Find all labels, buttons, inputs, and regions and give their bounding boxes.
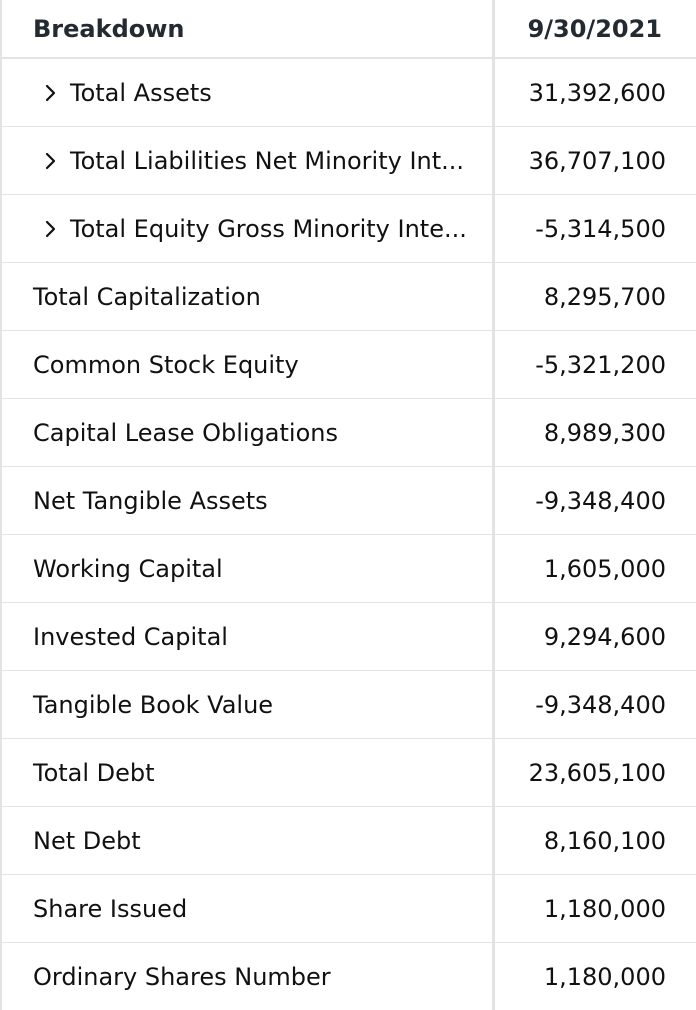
row-label: Invested Capital — [33, 622, 228, 651]
table-row: Net Tangible Assets -9,348,400 — [2, 467, 696, 535]
chevron-right-icon[interactable] — [42, 218, 60, 240]
row-value: -5,321,200 — [535, 350, 666, 379]
row-value: 1,605,000 — [543, 554, 666, 583]
row-value: -5,314,500 — [535, 214, 666, 243]
table-row: Common Stock Equity -5,321,200 — [2, 331, 696, 399]
row-label-cell: Total Equity Gross Minority Inte... — [2, 215, 490, 243]
row-value: 8,160,100 — [543, 826, 666, 855]
row-label: Net Tangible Assets — [33, 486, 268, 515]
row-label: Total Capitalization — [33, 282, 261, 311]
table-row-total-equity[interactable]: Total Equity Gross Minority Inte... -5,3… — [2, 195, 696, 263]
table-row-total-assets[interactable]: Total Assets 31,392,600 — [2, 59, 696, 127]
row-value: 31,392,600 — [528, 78, 666, 107]
row-value: 8,295,700 — [543, 282, 666, 311]
row-label: Share Issued — [33, 894, 188, 923]
column-divider — [492, 0, 495, 1010]
row-label-cell: Total Assets — [2, 79, 490, 107]
row-value: 23,605,100 — [528, 758, 666, 787]
table-row: Total Debt 23,605,100 — [2, 739, 696, 807]
row-label: Total Equity Gross Minority Inte... — [70, 214, 467, 243]
table-row: Net Debt 8,160,100 — [2, 807, 696, 875]
table-row: Share Issued 1,180,000 — [2, 875, 696, 943]
row-label: Capital Lease Obligations — [33, 418, 338, 447]
row-value: 8,989,300 — [543, 418, 666, 447]
row-label: Working Capital — [33, 554, 223, 583]
row-label-cell: Total Liabilities Net Minority Int... — [2, 147, 490, 175]
date-column-header: 9/30/2021 — [527, 14, 662, 43]
row-label: Net Debt — [33, 826, 141, 855]
row-value: 1,180,000 — [543, 962, 666, 991]
chevron-right-icon[interactable] — [42, 82, 60, 104]
row-label: Total Debt — [33, 758, 155, 787]
table-row: Tangible Book Value -9,348,400 — [2, 671, 696, 739]
row-label: Total Liabilities Net Minority Int... — [70, 146, 465, 175]
table-row-total-liabilities[interactable]: Total Liabilities Net Minority Int... 36… — [2, 127, 696, 195]
table-row: Capital Lease Obligations 8,989,300 — [2, 399, 696, 467]
table-row: Invested Capital 9,294,600 — [2, 603, 696, 671]
chevron-right-icon[interactable] — [42, 150, 60, 172]
row-value: 1,180,000 — [543, 894, 666, 923]
table-row: Working Capital 1,605,000 — [2, 535, 696, 603]
row-label: Common Stock Equity — [33, 350, 299, 379]
row-value: -9,348,400 — [535, 486, 666, 515]
table-row: Total Capitalization 8,295,700 — [2, 263, 696, 331]
table-header-row: Breakdown 9/30/2021 — [2, 0, 696, 59]
row-value: 9,294,600 — [543, 622, 666, 651]
table-row: Ordinary Shares Number 1,180,000 — [2, 943, 696, 1010]
row-label: Ordinary Shares Number — [33, 962, 331, 991]
row-value: 36,707,100 — [528, 146, 666, 175]
row-value: -9,348,400 — [535, 690, 666, 719]
breakdown-header: Breakdown — [33, 14, 185, 43]
row-label: Total Assets — [70, 78, 212, 107]
row-label: Tangible Book Value — [33, 690, 274, 719]
